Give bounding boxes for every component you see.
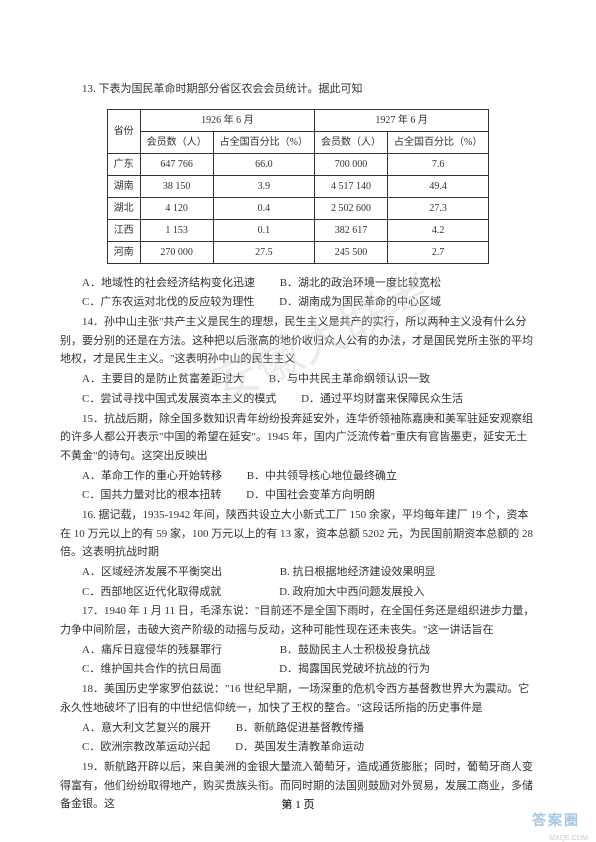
q15-optB: B．中共领导核心地位最终确立 — [247, 470, 397, 482]
q15-options-row1: A．革命工作的重心开始转移 B．中共领导核心地位最终确立 — [60, 467, 536, 486]
q16-options-row2: C．西部地区近代化取得成就 D. 政府加大中西问题发展投入 — [60, 583, 536, 602]
th-province: 省份 — [107, 109, 140, 153]
q18-stem: 18．美国历史学家罗伯兹说："16 世纪早期，一场深重的危机令西方基督教世界大为… — [60, 680, 536, 717]
q14-options-row2: C．尝试寻找中国式发展资本主义的模式 D．通过平均财富来保障民众生活 — [60, 390, 536, 409]
q13-options-row1: A．地域性的社会经济结构变化迅速 B．湖北的政治环境一度比较宽松 — [60, 274, 536, 293]
q18-options-row2: C．欧洲宗教改革运动兴起 D．英国发生清教革命运动 — [60, 738, 536, 757]
q13-table: 省份 1926 年 6 月 1927 年 6 月 会员数（人） 占全国百分比（%… — [107, 109, 490, 264]
q16-stem: 16. 据记载，1935-1942 年间，陕西共设立大小新式工厂 150 余家，… — [60, 506, 536, 562]
q18-optC: C．欧洲宗教改革运动兴起 — [82, 741, 210, 753]
table-row: 河南 270 000 27.5 245 500 2.7 — [107, 241, 489, 263]
q17-optD: D．揭露国民党破坏抗战的行为 — [279, 663, 430, 675]
q18-optB: B．新航路促进基督教传播 — [236, 722, 364, 734]
q13-optD: D．湖南成为国民革命的中心区域 — [279, 296, 441, 308]
page-footer: 第 1 页 — [0, 796, 596, 812]
q16-optC: C．西部地区近代化取得成就 — [82, 586, 221, 598]
q14-optB: B．与中共民主革命纲领认识一致 — [269, 373, 430, 385]
th-members-2: 会员数（人） — [315, 131, 388, 153]
q18-options-row1: A．意大利文艺复兴的展开 B．新航路促进基督教传播 — [60, 719, 536, 738]
q17-optB: B．鼓励民主人士积极投身抗战 — [280, 644, 430, 656]
q16-optB: B. 抗日根据地经济建设效果明显 — [280, 566, 436, 578]
th-members-1: 会员数（人） — [140, 131, 213, 153]
q15-options-row2: C．国共力量对比的根本扭转 D．中国社会变革方向明朗 — [60, 486, 536, 505]
th-percent-2: 占全国百分比（%） — [388, 131, 489, 153]
q15-stem: 15．抗战后期，除全国多数知识青年纷纷投奔延安外，连华侨领袖陈嘉庚和美军驻延安观… — [60, 410, 536, 466]
q18-optD: D．英国发生清教革命运动 — [235, 741, 364, 753]
q13-optB: B．湖北的政治环境一度比较宽松 — [280, 277, 441, 289]
q15-optD: D．中国社会变革方向明朗 — [246, 489, 375, 501]
th-1927: 1927 年 6 月 — [315, 109, 489, 131]
q13-options-row2: C．广东农运对北伐的反应较为理性 D．湖南成为国民革命的中心区域 — [60, 293, 536, 312]
q17-stem: 17．1940 年 1 月 11 日，毛泽东说："目前还不是全国下雨时，在全国任… — [60, 602, 536, 639]
q14-options-row1: A．主要目的是防止贫富差距过大 B．与中共民主革命纲领认识一致 — [60, 370, 536, 389]
table-row: 湖南 38 150 3.9 4 517 140 49.4 — [107, 175, 489, 197]
q14-optC: C．尝试寻找中国式发展资本主义的模式 — [82, 393, 276, 405]
q16-options-row1: A．区域经济发展不平衡突出 B. 抗日根据地经济建设效果明显 — [60, 563, 536, 582]
q15-optC: C．国共力量对比的根本扭转 — [82, 489, 221, 501]
table-row: 江西 1 153 0.1 382 617 4.2 — [107, 219, 489, 241]
q17-optA: A．痛斥日寇侵华的残暴罪行 — [82, 644, 222, 656]
q17-options-row1: A．痛斥日寇侵华的残暴罪行 B．鼓励民主人士积极投身抗战 — [60, 641, 536, 660]
q14-optA: A．主要目的是防止贫富差距过大 — [82, 373, 244, 385]
q13-optA: A．地域性的社会经济结构变化迅速 — [82, 277, 255, 289]
q17-options-row2: C．维护国共合作的抗日局面 D．揭露国民党破坏抗战的行为 — [60, 660, 536, 679]
q15-optA: A．革命工作的重心开始转移 — [82, 470, 222, 482]
th-percent-1: 占全国百分比（%） — [213, 131, 314, 153]
table-row: 广东 647 766 66.0 700 000 7.6 — [107, 153, 489, 175]
q13-optC: C．广东农运对北伐的反应较为理性 — [82, 296, 254, 308]
q17-optC: C．维护国共合作的抗日局面 — [82, 663, 221, 675]
corner-sub: MXQE.COM — [549, 835, 588, 842]
document-content: 13. 下表为国民革命时期部分省区农会会员统计。据此可知 省份 1926 年 6… — [60, 80, 536, 814]
corner-logo: 答案圈 — [524, 806, 588, 834]
table-row: 湖北 4 120 0.4 2 502 600 27.3 — [107, 197, 489, 219]
q16-optD: D. 政府加大中西问题发展投入 — [279, 586, 424, 598]
th-1926: 1926 年 6 月 — [140, 109, 314, 131]
q13-stem: 13. 下表为国民革命时期部分省区农会会员统计。据此可知 — [60, 80, 536, 99]
q14-stem: 14．孙中山主张"共产主义是民生的理想，民生主义是共产的实行，所以两种主义没有什… — [60, 313, 536, 369]
q14-optD: D．通过平均财富来保障民众生活 — [301, 393, 463, 405]
q18-optA: A．意大利文艺复兴的展开 — [82, 722, 211, 734]
q16-optA: A．区域经济发展不平衡突出 — [82, 566, 222, 578]
